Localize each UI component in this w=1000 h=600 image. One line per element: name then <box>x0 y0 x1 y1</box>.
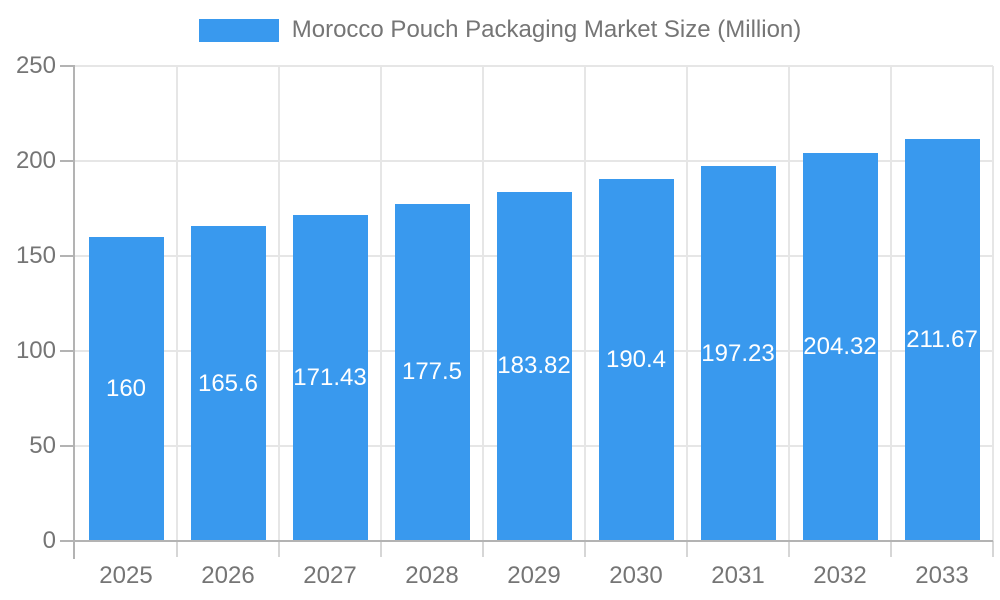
bar[interactable] <box>394 203 470 541</box>
v-gridline <box>278 66 280 541</box>
y-axis-label: 250 <box>15 52 56 79</box>
bar-value-label: 160 <box>105 375 147 402</box>
x-axis-tick <box>584 541 586 557</box>
bar[interactable] <box>292 215 368 541</box>
y-axis-tick <box>60 160 75 162</box>
x-axis-tick <box>380 541 382 557</box>
x-axis-line <box>73 540 993 542</box>
v-gridline <box>788 66 790 541</box>
bar-value-label: 190.4 <box>605 346 667 374</box>
y-axis-label: 100 <box>15 337 56 364</box>
y-axis-tick <box>60 65 75 67</box>
legend-swatch <box>198 18 279 42</box>
y-axis-label: 0 <box>42 527 56 554</box>
bar-value-label: 177.5 <box>401 358 463 386</box>
h-gridline <box>75 160 993 162</box>
x-axis-tick <box>278 541 280 557</box>
x-axis-tick <box>176 541 178 557</box>
x-axis-label: 2031 <box>711 562 765 589</box>
bar-value-label: 183.82 <box>497 352 571 380</box>
y-axis-label: 200 <box>15 147 56 174</box>
x-axis-tick <box>992 541 994 557</box>
v-gridline <box>992 66 994 541</box>
legend[interactable]: Morocco Pouch Packaging Market Size (Mil… <box>0 16 1000 44</box>
bar-value-label: 211.67 <box>906 325 978 353</box>
chart-title: Morocco Pouch Packaging Market Size (Mil… <box>291 16 802 43</box>
y-axis-label: 150 <box>15 242 56 269</box>
x-axis-label: 2027 <box>303 562 357 589</box>
x-axis-label: 2033 <box>915 562 969 589</box>
y-axis-tick <box>60 255 75 257</box>
x-axis-tick <box>788 541 790 557</box>
x-axis-label: 2032 <box>813 562 867 589</box>
h-gridline <box>75 65 993 67</box>
x-axis-label: 2028 <box>405 562 459 589</box>
bar[interactable] <box>598 179 674 541</box>
y-axis-tick <box>60 350 75 352</box>
v-gridline <box>584 66 586 541</box>
y-axis-label: 50 <box>29 432 56 459</box>
v-gridline <box>890 66 892 541</box>
x-axis-label: 2025 <box>99 562 153 589</box>
x-axis-tick <box>890 541 892 557</box>
x-axis-label: 2029 <box>507 562 561 589</box>
x-axis-label: 2030 <box>609 562 663 589</box>
v-gridline <box>380 66 382 541</box>
bar-value-label: 165.6 <box>197 369 259 397</box>
v-gridline <box>686 66 688 541</box>
v-gridline <box>176 66 178 541</box>
bar[interactable] <box>802 152 878 541</box>
bar-value-label: 204.32 <box>803 332 877 360</box>
bar[interactable] <box>700 166 776 541</box>
bar[interactable] <box>88 237 164 541</box>
bar-value-label: 171.43 <box>293 364 367 392</box>
bar[interactable] <box>190 226 266 541</box>
y-axis-line <box>73 66 75 559</box>
x-axis-tick <box>482 541 484 557</box>
bar-value-label: 197.23 <box>701 339 775 367</box>
x-axis-label: 2026 <box>201 562 255 589</box>
x-axis-tick <box>686 541 688 557</box>
bar[interactable] <box>496 191 572 541</box>
bar[interactable] <box>904 138 980 541</box>
v-gridline <box>482 66 484 541</box>
y-axis-tick <box>60 540 75 542</box>
y-axis-tick <box>60 445 75 447</box>
